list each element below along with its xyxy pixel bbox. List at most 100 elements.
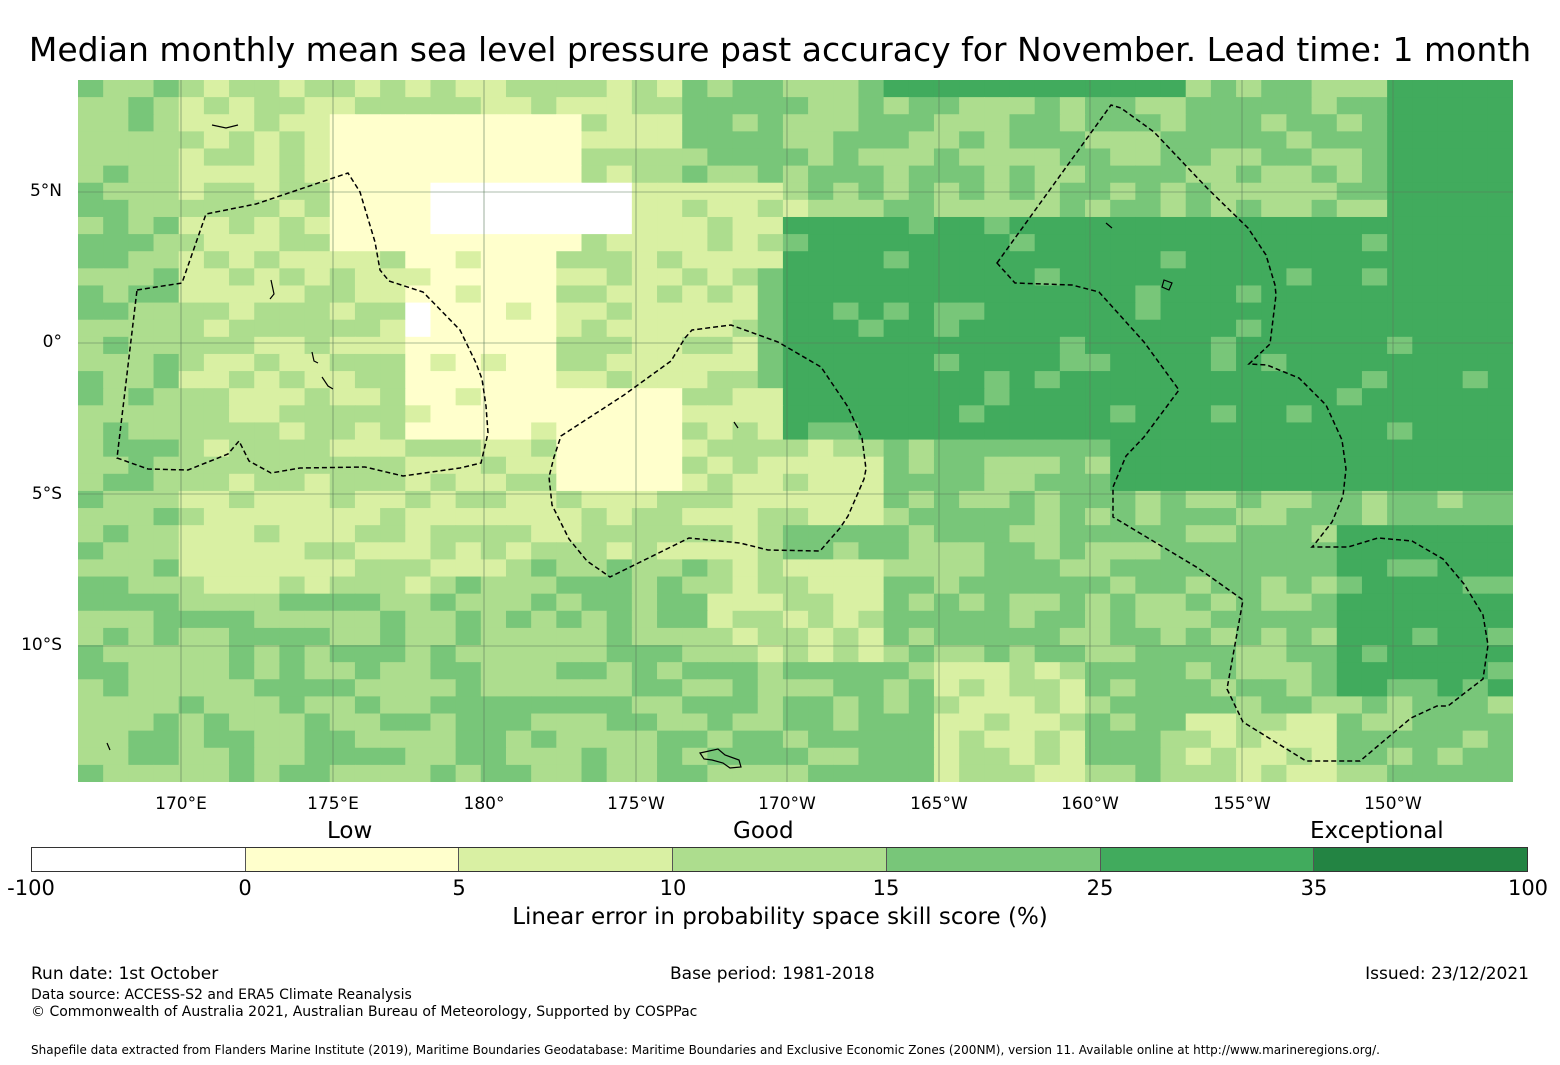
grid-cell	[229, 610, 255, 629]
grid-cell	[833, 662, 860, 680]
grid-cell	[606, 251, 633, 269]
grid-cell	[380, 97, 406, 115]
grid-cell	[1336, 627, 1363, 646]
grid-cell	[329, 131, 356, 150]
grid-cell	[78, 679, 104, 697]
grid-cell	[657, 336, 683, 355]
grid-cell	[808, 456, 834, 475]
grid-cell	[1210, 336, 1237, 355]
grid-cell	[858, 319, 885, 338]
grid-cell	[984, 268, 1011, 287]
grid-cell	[707, 696, 734, 715]
grid-cell	[1437, 216, 1464, 235]
grid-cell	[883, 216, 910, 235]
grid-cell	[455, 97, 482, 115]
grid-cell	[908, 114, 935, 132]
grid-cell	[883, 405, 910, 424]
grid-cell	[782, 268, 809, 287]
grid-cell	[1487, 268, 1513, 287]
grid-cell	[1059, 473, 1086, 492]
grid-cell	[1135, 251, 1162, 269]
grid-cell	[430, 199, 457, 218]
grid-cell	[581, 114, 608, 132]
grid-cell	[1412, 285, 1439, 304]
grid-cell	[380, 405, 406, 424]
grid-cell	[178, 662, 205, 680]
grid-cell	[657, 285, 683, 304]
grid-cell	[1311, 97, 1338, 115]
grid-cell	[505, 353, 532, 372]
grid-cell	[1437, 764, 1464, 782]
grid-cell	[1236, 713, 1262, 732]
grid-cell	[908, 422, 935, 441]
grid-cell	[1286, 148, 1313, 167]
grid-cell	[128, 593, 155, 612]
grid-cell	[1387, 405, 1413, 424]
grid-cell	[380, 268, 406, 287]
grid-cell	[480, 662, 507, 680]
grid-cell	[1462, 439, 1489, 458]
grid-cell	[354, 148, 381, 167]
grid-cell	[1085, 679, 1111, 697]
grid-cell	[1160, 319, 1187, 338]
grid-cell	[1286, 422, 1313, 441]
grid-cell	[631, 199, 658, 218]
grid-cell	[1336, 764, 1363, 782]
grid-cell	[254, 234, 281, 252]
longitude-label-170w: 170°W	[758, 794, 816, 814]
grid-cell	[229, 593, 255, 612]
grid-cell	[1286, 371, 1313, 389]
grid-cell	[380, 114, 406, 132]
grid-cell	[1261, 319, 1288, 338]
grid-cell	[254, 388, 281, 406]
grid-cell	[1059, 216, 1086, 235]
grid-cell	[1160, 525, 1187, 543]
grid-cell	[581, 97, 608, 115]
grid-cell	[354, 182, 381, 201]
grid-cell	[581, 388, 608, 406]
grid-cell	[304, 490, 331, 509]
grid-cell	[1286, 234, 1313, 252]
grid-cell	[1462, 473, 1489, 492]
grid-cell	[279, 747, 306, 766]
grid-cell	[279, 319, 306, 338]
grid-cell	[128, 764, 155, 782]
grid-cell	[405, 336, 432, 355]
grid-cell	[581, 371, 608, 389]
grid-cell	[631, 439, 658, 458]
eez-boundary-tuvalu	[116, 172, 489, 477]
grid-cell	[1210, 165, 1237, 184]
grid-cell	[1412, 439, 1439, 458]
grid-cell	[354, 353, 381, 372]
grid-cell	[1261, 490, 1288, 509]
grid-cell	[430, 371, 457, 389]
grid-cell	[1286, 268, 1313, 287]
grid-cell	[1487, 285, 1513, 304]
grid-cell	[581, 559, 608, 578]
grid-cell	[984, 456, 1011, 475]
grid-cell	[883, 199, 910, 218]
grid-cell	[1286, 610, 1313, 629]
skill-score-map	[78, 80, 1513, 782]
grid-cell	[833, 251, 860, 269]
grid-cell	[782, 456, 809, 475]
grid-cell	[203, 422, 230, 441]
grid-cell	[1160, 679, 1187, 697]
grid-cell	[455, 679, 482, 697]
grid-cell	[808, 542, 834, 561]
grid-cell	[707, 439, 734, 458]
grid-cell	[1412, 234, 1439, 252]
grid-cell	[1437, 473, 1464, 492]
grid-cell	[229, 559, 255, 578]
grid-cell	[1286, 576, 1313, 595]
grid-cell	[279, 525, 306, 543]
grid-cell	[707, 302, 734, 321]
grid-cell	[153, 662, 180, 680]
grid-cell	[304, 473, 331, 492]
grid-cell	[1387, 593, 1413, 612]
grid-cell	[732, 405, 759, 424]
grid-cell	[153, 730, 180, 749]
grid-cell	[606, 114, 633, 132]
grid-cell	[1135, 199, 1162, 218]
grid-cell	[279, 234, 306, 252]
